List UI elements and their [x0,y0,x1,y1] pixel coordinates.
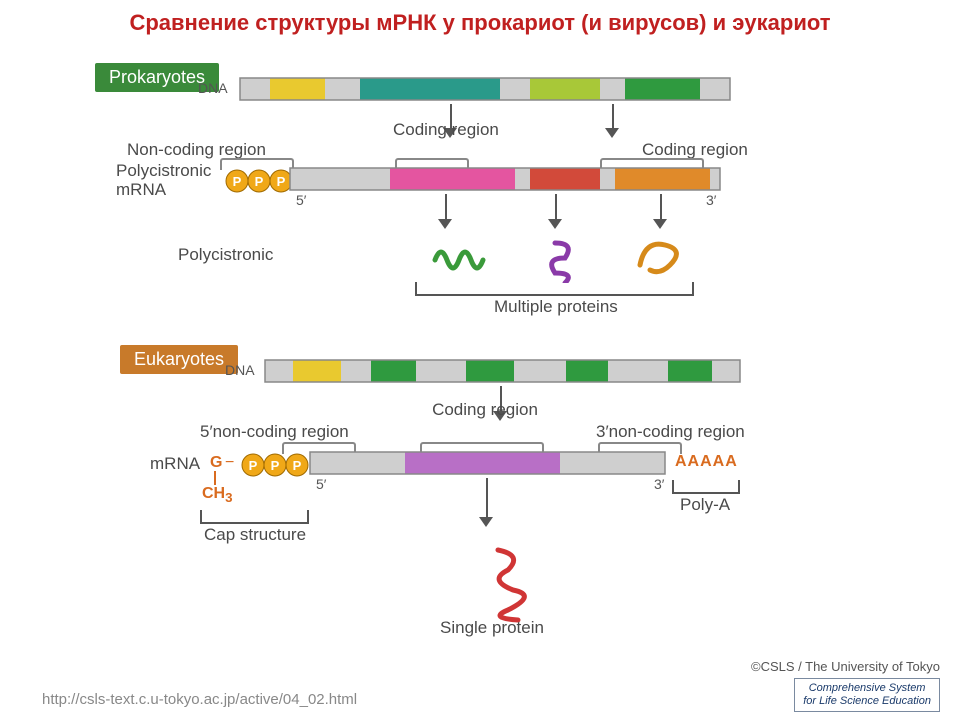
phosphate-icons: PPP [224,168,294,194]
cap-vline [214,471,216,485]
polycistronic-mrna-label: Polycistronic mRNA [116,162,211,199]
protein-loop-icon [630,235,700,283]
cap-structure-label: Cap structure [204,525,306,545]
arrow-head [438,219,452,229]
euk-coding-label: Coding region [430,400,540,420]
footer-box: Comprehensive Systemfor Life Science Edu… [794,678,940,712]
mrna-label: mRNA [150,454,200,474]
single-protein-icon [478,545,548,625]
arrow-line [486,478,488,518]
arrow-head [548,219,562,229]
arrow-line [612,104,614,129]
arrow-line [445,194,447,220]
polya-label: Poly-A [680,495,730,515]
euk-dna-bar [263,358,742,384]
page-title: Сравнение структуры мРНК у прокариот (и … [0,10,960,36]
noncoding-label: Non-coding region [127,140,266,160]
five-prime-tick: 5′ [296,192,306,208]
three-noncoding-label: 3′non-coding region [596,422,745,442]
arrow-head [605,128,619,138]
polycistronic-label: Polycistronic [178,245,273,265]
bracket [672,480,740,494]
euk-mrna-bar [308,450,667,476]
credit-text: ©CSLS / The University of Tokyo [751,659,940,674]
eukaryotes-badge: Eukaryotes [120,345,238,374]
svg-text:P: P [277,174,286,189]
svg-text:P: P [271,458,280,473]
cap-g-label: G [210,454,222,472]
euk-dna-label: DNA [225,362,255,378]
arrow-head [479,517,493,527]
protein-coil-icon [430,235,500,283]
coding-label-2: Coding region [642,140,748,160]
cap-ch3-label: CH3 [202,485,233,505]
phosphate-icons: PPP [240,452,310,478]
svg-text:P: P [255,174,264,189]
arrow-line [555,194,557,220]
multiple-proteins-label: Multiple proteins [494,297,618,317]
bracket [415,282,694,296]
svg-text:P: P [249,458,258,473]
protein-twist-icon [540,235,610,283]
three-prime-tick: 3′ [706,192,716,208]
five-noncoding-label: 5′non-coding region [200,422,349,442]
cap-dash: − [225,454,234,472]
bracket [200,510,309,524]
prok-dna-label: DNA [198,80,228,96]
single-protein-label: Single protein [440,618,544,638]
three-prime-tick: 3′ [654,476,664,492]
polya-text: AAAAA [675,453,738,471]
arrow-head [653,219,667,229]
svg-text:P: P [233,174,242,189]
svg-text:P: P [293,458,302,473]
prok-mrna-bar [288,166,722,192]
prok-dna-bar [238,76,732,102]
five-prime-tick: 5′ [316,476,326,492]
arrow-line [660,194,662,220]
source-url: http://csls-text.c.u-tokyo.ac.jp/active/… [42,691,357,708]
coding-label-1: Coding region [393,120,473,140]
